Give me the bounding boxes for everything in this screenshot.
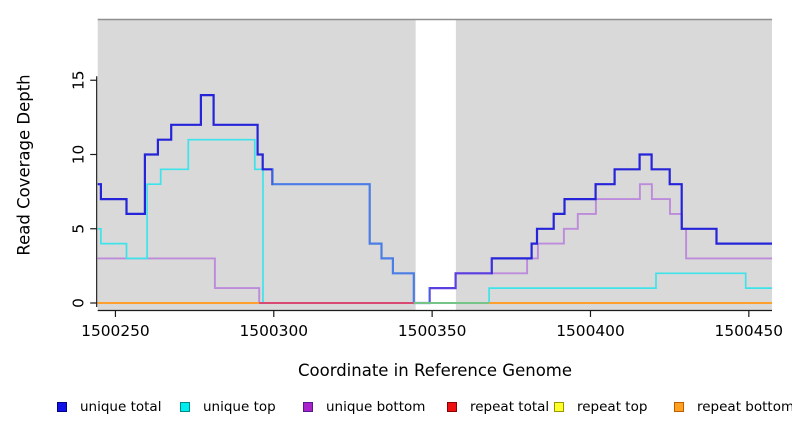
x-tick-label: 1500350 bbox=[398, 322, 467, 340]
x-axis-title: Coordinate in Reference Genome bbox=[297, 361, 573, 380]
chart-line-segment bbox=[491, 153, 772, 275]
y-tick-label: 0 bbox=[69, 298, 87, 308]
legend-item-repeat-bottom: repeat bottom bbox=[674, 398, 792, 416]
x-tick-label: 1500300 bbox=[240, 322, 309, 340]
legend-swatch-repeat-bottom-icon bbox=[674, 402, 684, 412]
legend-label: unique bottom bbox=[326, 399, 426, 415]
legend-label: repeat bottom bbox=[697, 399, 792, 415]
x-tick-label: 1500400 bbox=[556, 322, 625, 340]
y-axis-title: Read Coverage Depth bbox=[14, 74, 34, 256]
legend-item-unique-top: unique top bbox=[180, 398, 276, 416]
series-unique-top bbox=[97, 138, 772, 304]
legend-item-unique-total: unique total bbox=[57, 398, 161, 416]
legend-item-repeat-total: repeat total bbox=[447, 398, 549, 416]
y-tick-label: 10 bbox=[69, 145, 87, 165]
chart-line bbox=[97, 138, 772, 304]
coverage-gap-band bbox=[415, 14, 456, 310]
axes: 1500250 1500300 1500350 1500400 1500450 0 5 10 1… bbox=[69, 70, 783, 340]
chart-line-segment bbox=[97, 93, 273, 215]
legend-swatch-unique-bottom-icon bbox=[303, 402, 313, 412]
legend-item-repeat-top: repeat top bbox=[554, 398, 647, 416]
y-tick-label: 15 bbox=[69, 70, 87, 90]
legend: unique total unique top unique bottom re… bbox=[0, 398, 792, 418]
legend-swatch-unique-top-icon bbox=[180, 402, 190, 412]
y-tick-label: 5 bbox=[69, 224, 87, 234]
x-tick-label: 1500250 bbox=[81, 322, 150, 340]
legend-swatch-repeat-top-icon bbox=[554, 402, 564, 412]
legend-item-unique-bottom: unique bottom bbox=[303, 398, 425, 416]
legend-label: unique total bbox=[80, 399, 162, 415]
legend-swatch-unique-total-icon bbox=[57, 402, 67, 412]
legend-label: unique top bbox=[203, 399, 276, 415]
legend-label: repeat top bbox=[577, 399, 648, 415]
x-tick-label: 1500450 bbox=[715, 322, 784, 340]
legend-swatch-repeat-total-icon bbox=[447, 402, 457, 412]
legend-label: repeat total bbox=[470, 399, 550, 415]
